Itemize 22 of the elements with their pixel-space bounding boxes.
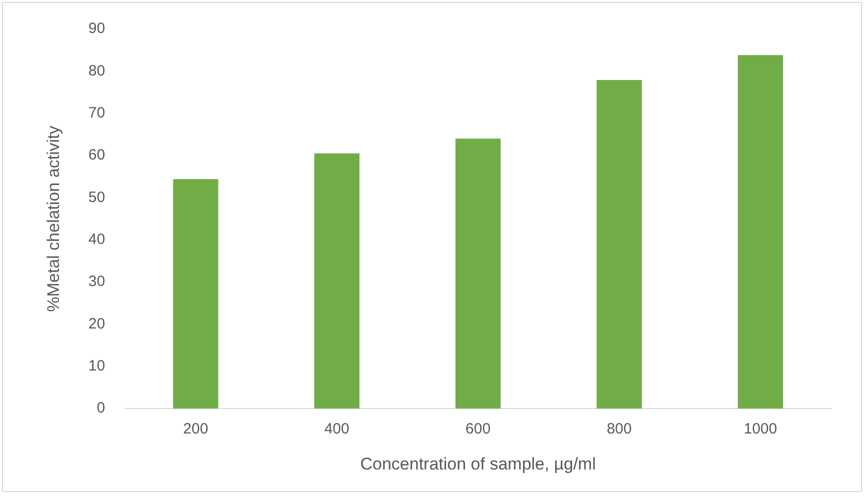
y-tick-label: 40	[88, 231, 106, 248]
x-axis-title: Concentration of sample, µg/ml	[360, 454, 596, 474]
y-tick-label: 70	[88, 104, 106, 122]
bar	[455, 138, 501, 409]
bar	[738, 55, 783, 409]
bar	[173, 179, 218, 409]
bar	[596, 80, 642, 409]
y-tick-label: 60	[88, 146, 106, 164]
y-tick-label: 10	[88, 358, 106, 375]
y-tick-label: 20	[88, 315, 106, 332]
x-tick-label: 800	[606, 420, 632, 438]
y-tick-label: 30	[88, 273, 106, 290]
x-tick-label: 1000	[744, 420, 778, 438]
x-tick-label: 400	[324, 420, 350, 438]
y-tick-label: 90	[88, 20, 106, 38]
y-tick-label: 80	[88, 62, 106, 80]
y-tick-label: 0	[96, 400, 106, 417]
x-tick-label: 200	[183, 420, 208, 438]
bar	[314, 153, 360, 409]
y-tick-label: 50	[88, 188, 106, 206]
x-tick-label: 600	[466, 420, 491, 438]
y-axis-title: %Metal chelation activity	[44, 125, 63, 312]
